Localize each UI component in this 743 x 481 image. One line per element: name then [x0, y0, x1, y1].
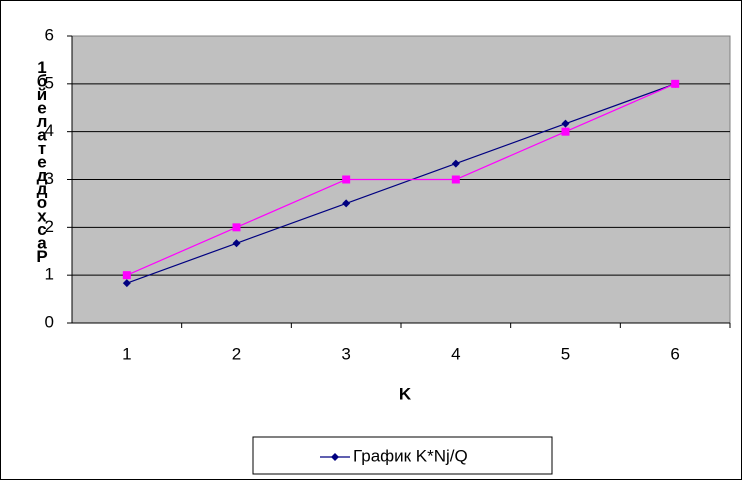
point: [451, 175, 460, 184]
y-tick-label: 4: [45, 121, 54, 140]
y-axis-label-char: а: [37, 126, 47, 145]
point: [342, 175, 351, 184]
x-tick-label: 4: [451, 344, 460, 363]
line: [126, 83, 676, 276]
y-axis-label-char: т: [38, 139, 46, 158]
line: [126, 83, 676, 284]
point: [232, 223, 241, 232]
x-tick-label: 3: [341, 344, 350, 363]
legend: [252, 436, 553, 475]
y-axis-label-char: д: [37, 180, 48, 199]
y-axis-label-char: л: [37, 112, 48, 131]
point: [122, 279, 131, 288]
y-axis-label-char: е: [37, 153, 46, 172]
x-tick-label: 6: [670, 344, 679, 363]
y-tick-label: 2: [45, 217, 54, 236]
y-tick-label: 5: [45, 73, 54, 92]
x-tick-label: 1: [122, 344, 131, 363]
point: [232, 239, 241, 248]
y-axis-label-char: о: [37, 193, 47, 212]
y-axis-label-char: Р: [36, 247, 47, 266]
y-axis-label-char: 1: [37, 58, 46, 77]
y-tick-label: 6: [45, 25, 54, 44]
y-axis-label-char: й: [37, 85, 47, 104]
point: [122, 271, 131, 280]
y-tick-label: 3: [45, 169, 54, 188]
y-axis-label-char: д: [37, 166, 48, 185]
x-axis-label: K: [399, 384, 412, 403]
point: [331, 453, 339, 461]
y-axis-label-char: с: [37, 220, 46, 239]
x-tick-label: 5: [561, 344, 570, 363]
legend-label: График K*Nj/Q: [353, 446, 468, 465]
y-axis-label-char: б: [37, 72, 48, 91]
point: [561, 119, 570, 128]
y-axis-label: Расходдеталейб1: [36, 58, 47, 266]
x-tick-label: 2: [232, 344, 241, 363]
point: [671, 79, 680, 88]
y-axis-label-char: х: [37, 207, 47, 226]
y-axis-label-char: е: [37, 99, 46, 118]
y-axis-label-char: а: [37, 234, 47, 253]
point: [561, 127, 570, 136]
y-tick-label: 0: [45, 312, 54, 331]
point: [451, 159, 460, 168]
y-tick-label: 1: [45, 265, 54, 284]
point: [342, 199, 351, 208]
